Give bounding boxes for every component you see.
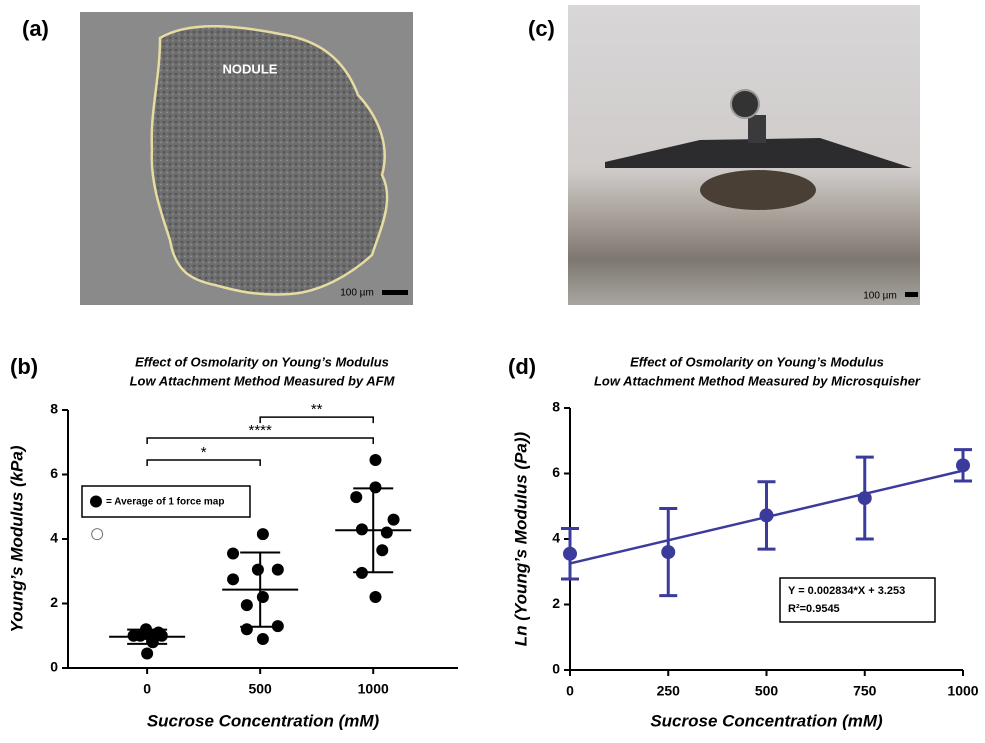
chart-subtitle: Low Attachment Method Measured by AFM xyxy=(130,373,396,388)
panel-label: (a) xyxy=(22,16,49,41)
scale-bar xyxy=(382,290,408,295)
data-point xyxy=(227,548,239,560)
data-point xyxy=(141,647,153,659)
y-tick-label: 6 xyxy=(552,464,560,480)
significance-label: ** xyxy=(311,401,323,418)
y-tick-label: 8 xyxy=(50,401,58,417)
y-axis-label: Ln (Young’s Modulus (Pa)) xyxy=(511,431,530,646)
y-tick-label: 8 xyxy=(552,399,560,415)
significance-label: **** xyxy=(248,422,272,439)
figure: (a) NODULE 100 µm (c) 100 µm (b) (d) Eff… xyxy=(0,0,985,738)
x-axis-label: Sucrose Concentration (mM) xyxy=(650,711,883,730)
data-point xyxy=(760,508,774,522)
x-axis-label: Sucrose Concentration (mM) xyxy=(147,711,380,730)
scale-bar xyxy=(905,292,918,297)
x-tick-label: 500 xyxy=(248,681,272,697)
annotation: NODULE xyxy=(223,61,278,76)
significance-label: * xyxy=(201,444,207,461)
data-point xyxy=(563,547,577,561)
sample xyxy=(700,170,816,210)
probe xyxy=(748,115,766,143)
x-tick-label: 1000 xyxy=(358,681,389,697)
data-point xyxy=(388,514,400,526)
outlier-point xyxy=(92,529,103,540)
data-point xyxy=(956,458,970,472)
probe-tip xyxy=(731,90,759,118)
data-point xyxy=(376,544,388,556)
chart-title: Effect of Osmolarity on Young’s Modulus xyxy=(135,354,389,369)
data-point xyxy=(381,527,393,539)
y-tick-label: 2 xyxy=(50,594,58,610)
panel-label: (c) xyxy=(528,16,555,41)
data-point xyxy=(369,454,381,466)
x-tick-label: 0 xyxy=(143,681,151,697)
x-tick-label: 250 xyxy=(657,683,681,699)
data-point xyxy=(858,491,872,505)
data-point xyxy=(227,573,239,585)
fit-equation: Y = 0.002834*X + 3.253 xyxy=(788,585,905,597)
data-point xyxy=(252,564,264,576)
data-point xyxy=(350,491,362,503)
y-tick-label: 0 xyxy=(552,661,560,677)
data-point xyxy=(257,633,269,645)
panel-label: (b) xyxy=(10,354,38,379)
data-point xyxy=(257,591,269,603)
y-tick-label: 2 xyxy=(552,595,560,611)
y-tick-label: 0 xyxy=(50,659,58,675)
legend-label: = Average of 1 force map xyxy=(106,497,224,508)
panel-label: (d) xyxy=(508,354,536,379)
chart-title: Effect of Osmolarity on Young’s Modulus xyxy=(630,354,884,369)
x-tick-label: 1000 xyxy=(947,683,978,699)
data-point xyxy=(241,599,253,611)
data-point xyxy=(272,564,284,576)
y-tick-label: 6 xyxy=(50,465,58,481)
y-tick-label: 4 xyxy=(50,530,58,546)
fit-r-squared: R²=0.9545 xyxy=(788,603,840,615)
y-tick-label: 4 xyxy=(552,530,560,546)
data-point xyxy=(661,545,675,559)
x-tick-label: 0 xyxy=(566,683,574,699)
legend-marker xyxy=(90,496,102,508)
scale-bar-label: 100 µm xyxy=(340,288,374,299)
x-tick-label: 500 xyxy=(755,683,779,699)
chart-subtitle: Low Attachment Method Measured by Micros… xyxy=(594,373,921,388)
data-point xyxy=(241,623,253,635)
x-tick-label: 750 xyxy=(853,683,877,699)
y-axis-label: Young’s Modulus (kPa) xyxy=(7,445,26,632)
scale-bar-label: 100 µm xyxy=(863,291,897,302)
data-point xyxy=(257,528,269,540)
data-point xyxy=(369,591,381,603)
